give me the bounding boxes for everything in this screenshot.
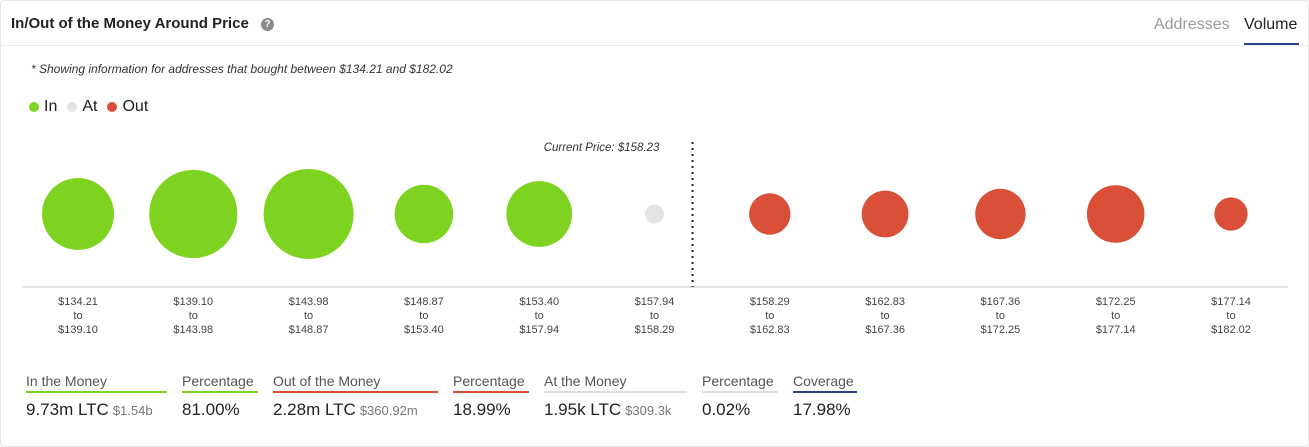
stat-label: Percentage — [702, 373, 778, 393]
stat-label: Out of the Money — [273, 373, 438, 393]
bubble-out[interactable] — [1214, 197, 1248, 231]
tab-volume[interactable]: Volume — [1244, 16, 1300, 45]
legend-label-out: Out — [122, 98, 149, 115]
tick-label: $157.94 — [519, 324, 559, 336]
bubble-in[interactable] — [263, 169, 354, 259]
tick-label: $158.29 — [635, 324, 675, 336]
bubble-out[interactable] — [749, 193, 791, 235]
tick-label: $177.14 — [1211, 296, 1251, 308]
stat-at-percentage: Percentage 0.02% — [702, 373, 778, 420]
stat-label: In the Money — [26, 373, 167, 393]
stats-row: In the Money 9.73m LTC $1.54b Percentage … — [1, 373, 1309, 433]
legend-item-out[interactable]: Out — [107, 98, 148, 116]
bubble-at[interactable] — [645, 204, 664, 224]
tick-label: $148.87 — [404, 296, 444, 308]
question-circle-icon[interactable]: ? — [261, 18, 274, 31]
legend-dot-at — [67, 102, 78, 112]
stat-label: Percentage — [453, 373, 529, 393]
legend-dot-out — [107, 102, 118, 112]
stat-value: 0.02% — [702, 400, 751, 419]
tick-label: $139.10 — [173, 296, 213, 308]
range-note: * Showing information for addresses that… — [31, 62, 453, 76]
stat-label: Percentage — [182, 373, 258, 393]
tick-label: $139.10 — [58, 324, 98, 336]
tick-label: $167.36 — [865, 324, 905, 336]
tick-label: $134.21 — [58, 296, 98, 308]
tick-label: $157.94 — [635, 296, 675, 308]
tick-label: to — [1111, 310, 1120, 322]
bubble-in[interactable] — [149, 169, 238, 259]
stat-in-percentage: Percentage 81.00% — [182, 373, 258, 420]
bubble-in[interactable] — [394, 184, 454, 244]
legend-dot-in — [29, 102, 39, 112]
stat-value: 81.00% — [182, 400, 240, 419]
tick-label: $162.83 — [750, 324, 790, 336]
tick-label: $143.98 — [289, 296, 329, 308]
current-price-label: Current Price: $158.23 — [544, 142, 660, 154]
card-header: In/Out of the Money Around Price ? Addre… — [1, 1, 1308, 46]
tick-label: $167.36 — [981, 296, 1021, 308]
bubble-out[interactable] — [1086, 185, 1145, 243]
tick-label: to — [189, 310, 198, 322]
card-title: In/Out of the Money Around Price — [11, 15, 249, 32]
tick-label: to — [73, 310, 82, 322]
stat-value: 17.98% — [793, 400, 851, 419]
tick-label: $153.40 — [519, 296, 559, 308]
stat-in-the-money: In the Money 9.73m LTC $1.54b — [26, 373, 167, 420]
bubble-in[interactable] — [506, 181, 573, 247]
tick-label: to — [765, 310, 774, 322]
legend-label-in: In — [44, 98, 58, 115]
tick-label: $158.29 — [750, 296, 790, 308]
stat-value: 2.28m LTC $360.92m — [273, 400, 418, 419]
stat-value: 9.73m LTC $1.54b — [26, 400, 153, 419]
bubble-out[interactable] — [861, 190, 909, 238]
legend-item-in[interactable]: In — [29, 98, 57, 116]
stat-value: 1.95k LTC $309.3k — [544, 400, 672, 419]
tick-label: to — [304, 310, 313, 322]
tick-label: to — [535, 310, 544, 322]
bubble-out[interactable] — [975, 188, 1026, 240]
tick-label: $172.25 — [1096, 296, 1136, 308]
tick-label: $177.14 — [1096, 324, 1136, 336]
tick-label: $162.83 — [865, 296, 905, 308]
legend-label-at: At — [82, 98, 98, 115]
stat-out-percentage: Percentage 18.99% — [453, 373, 529, 420]
tick-label: to — [650, 310, 659, 322]
stat-label: At the Money — [544, 373, 687, 393]
tick-label: to — [996, 310, 1005, 322]
stat-label: Coverage — [793, 373, 857, 393]
tick-label: $172.25 — [981, 324, 1021, 336]
stat-coverage: Coverage 17.98% — [793, 373, 857, 420]
tick-label: $148.87 — [289, 324, 329, 336]
tick-label: to — [419, 310, 428, 322]
stat-at-the-money: At the Money 1.95k LTC $309.3k — [544, 373, 687, 420]
tick-label: to — [1226, 310, 1235, 322]
bubble-in[interactable] — [42, 178, 114, 250]
tick-label: $143.98 — [173, 324, 213, 336]
tick-label: $153.40 — [404, 324, 444, 336]
tick-label: to — [881, 310, 890, 322]
legend: In At Out — [29, 98, 158, 116]
stat-value: 18.99% — [453, 400, 511, 419]
tab-addresses[interactable]: Addresses — [1154, 16, 1230, 33]
stat-out-of-the-money: Out of the Money 2.28m LTC $360.92m — [273, 373, 438, 420]
tick-label: $182.02 — [1211, 324, 1251, 336]
legend-item-at[interactable]: At — [67, 98, 97, 116]
